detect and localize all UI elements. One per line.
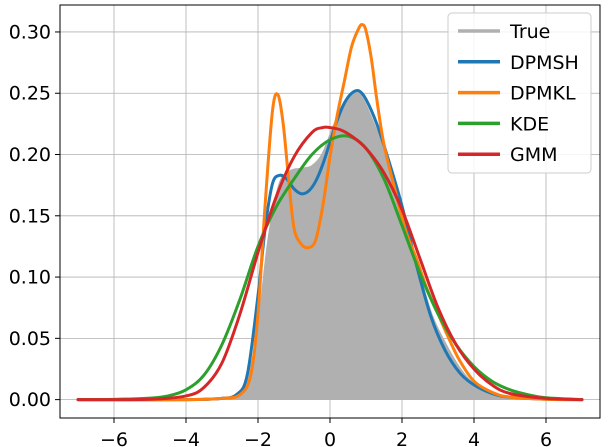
y-tick-label: 0.30 bbox=[9, 21, 51, 43]
legend-label: DPMSH bbox=[510, 52, 579, 74]
series-line-dpmkl bbox=[76, 22, 584, 402]
x-tick-label: 0 bbox=[324, 429, 336, 447]
legend-label: DPMKL bbox=[510, 83, 576, 105]
y-tick-label: 0.10 bbox=[9, 267, 51, 289]
series-line-gmm bbox=[76, 125, 584, 402]
y-tick-label: 0.05 bbox=[9, 328, 51, 350]
legend-box bbox=[447, 12, 592, 174]
y-tick-label: 0.25 bbox=[9, 83, 51, 105]
legend-label: True bbox=[509, 21, 550, 43]
x-tick-label: 4 bbox=[468, 429, 480, 447]
y-tick-label: 0.15 bbox=[9, 205, 51, 227]
y-tick-label: 0.00 bbox=[9, 389, 51, 411]
x-tick-label: 6 bbox=[540, 429, 552, 447]
x-tick-label: −6 bbox=[100, 429, 128, 447]
legend-label: KDE bbox=[510, 113, 549, 135]
x-tick-label: −2 bbox=[244, 429, 272, 447]
ticks: −6 −4 −2 0 2 4 6 0.00 0.05 0.10 0.15 0.20 0.25 0.30 bbox=[9, 21, 552, 447]
series bbox=[76, 22, 584, 402]
y-tick-label: 0.20 bbox=[9, 144, 51, 166]
x-tick-label: 2 bbox=[396, 429, 408, 447]
legend: True DPMSH DPMKL KDE GMM bbox=[447, 12, 592, 174]
x-tick-label: −4 bbox=[172, 429, 200, 447]
legend-label: GMM bbox=[510, 144, 558, 166]
series-true-fill bbox=[78, 93, 582, 400]
series-line-kde bbox=[76, 134, 584, 402]
